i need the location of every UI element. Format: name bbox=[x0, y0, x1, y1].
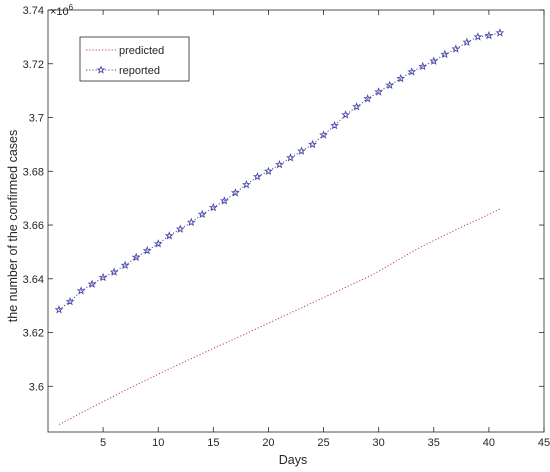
data-point-reported bbox=[473, 32, 483, 41]
data-point-reported bbox=[263, 166, 273, 176]
data-point-reported bbox=[429, 56, 439, 65]
data-point-reported bbox=[98, 272, 108, 282]
data-point-reported bbox=[275, 159, 284, 169]
y-exponent-base: ×10 bbox=[50, 6, 69, 18]
axes-layer: Days the number of the confirmed cases ×… bbox=[6, 3, 550, 467]
data-point-reported bbox=[87, 279, 97, 288]
data-point-reported bbox=[363, 94, 373, 103]
data-point-reported bbox=[418, 61, 428, 71]
x-tick-label: 15 bbox=[207, 437, 219, 449]
data-point-reported bbox=[120, 260, 130, 270]
data-point-reported bbox=[396, 73, 406, 83]
data-point-reported bbox=[286, 153, 295, 162]
data-point-reported bbox=[308, 139, 317, 149]
data-point-reported bbox=[186, 217, 196, 227]
data-point-reported bbox=[341, 110, 351, 119]
data-point-reported bbox=[484, 30, 494, 40]
data-point-reported bbox=[230, 188, 240, 197]
data-point-reported bbox=[374, 87, 384, 96]
data-point-reported bbox=[208, 202, 218, 212]
y-tick-label: 3.62 bbox=[23, 328, 44, 340]
data-point-reported bbox=[495, 28, 505, 37]
y-tick-label: 3.7 bbox=[29, 113, 44, 125]
x-tick-label: 45 bbox=[538, 437, 550, 449]
data-point-reported bbox=[219, 196, 229, 205]
data-point-reported bbox=[385, 80, 395, 90]
data-point-reported bbox=[330, 120, 340, 130]
data-point-reported bbox=[319, 130, 329, 139]
data-point-reported bbox=[175, 224, 185, 233]
x-tick-label: 5 bbox=[100, 437, 106, 449]
x-tick-label: 25 bbox=[317, 437, 329, 449]
y-exponent-label: ×106 bbox=[50, 3, 74, 18]
data-point-reported bbox=[352, 102, 362, 111]
data-point-reported bbox=[252, 171, 262, 181]
x-tick-label: 30 bbox=[373, 437, 385, 449]
x-tick-label: 40 bbox=[483, 437, 495, 449]
data-point-reported bbox=[76, 286, 86, 295]
x-axis-label: Days bbox=[279, 453, 307, 467]
data-point-reported bbox=[241, 180, 251, 189]
y-tick-label: 3.64 bbox=[23, 274, 44, 286]
legend-label-reported: reported bbox=[119, 65, 160, 77]
series-layer bbox=[54, 28, 505, 425]
data-point-reported bbox=[65, 296, 75, 306]
data-point-reported bbox=[197, 209, 207, 219]
data-point-reported bbox=[153, 239, 163, 248]
y-tick-label: 3.66 bbox=[23, 220, 44, 232]
data-point-reported bbox=[142, 245, 152, 255]
x-tick-label: 10 bbox=[152, 437, 164, 449]
y-axis-label: the number of the confirmed cases bbox=[6, 130, 20, 322]
data-point-reported bbox=[54, 305, 64, 314]
legend-box bbox=[79, 36, 190, 82]
data-point-reported bbox=[440, 49, 450, 59]
x-tick-label: 20 bbox=[262, 437, 274, 449]
data-point-reported bbox=[131, 252, 141, 262]
data-point-reported bbox=[462, 37, 472, 47]
x-tick-label: 35 bbox=[428, 437, 440, 449]
y-exponent-power: 6 bbox=[69, 3, 74, 12]
data-point-reported bbox=[109, 267, 119, 276]
legend-label-predicted: predicted bbox=[119, 45, 164, 57]
legend: predicted reported bbox=[79, 36, 190, 82]
data-point-reported bbox=[451, 44, 461, 53]
legend-marker-reported bbox=[96, 65, 106, 74]
y-tick-label: 3.6 bbox=[29, 381, 44, 393]
series-line-predicted bbox=[58, 208, 501, 425]
y-tick-label: 3.72 bbox=[23, 59, 44, 71]
y-tick-label: 3.74 bbox=[23, 5, 44, 17]
data-point-reported bbox=[297, 146, 306, 155]
plot-frame bbox=[47, 9, 545, 433]
y-tick-label: 3.68 bbox=[23, 166, 44, 178]
data-point-reported bbox=[164, 231, 174, 240]
data-point-reported bbox=[407, 67, 417, 76]
